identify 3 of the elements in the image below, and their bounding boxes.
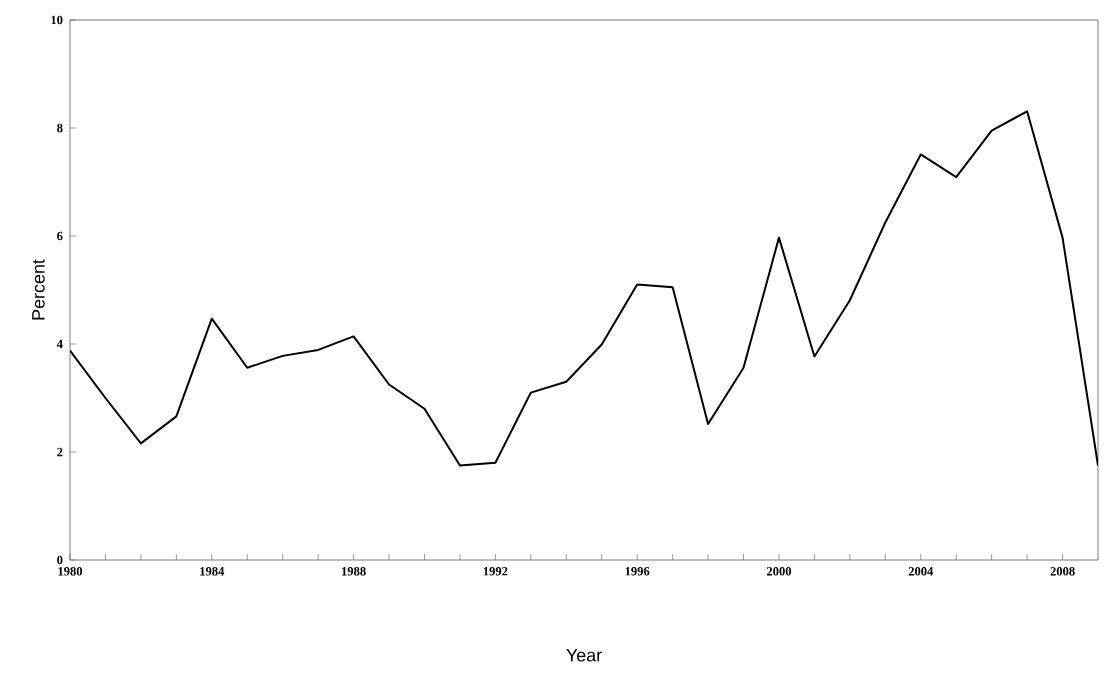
y-axis-title: Percent [32,259,45,320]
x-axis-title: Year [566,648,602,662]
line-series [70,110,1099,467]
